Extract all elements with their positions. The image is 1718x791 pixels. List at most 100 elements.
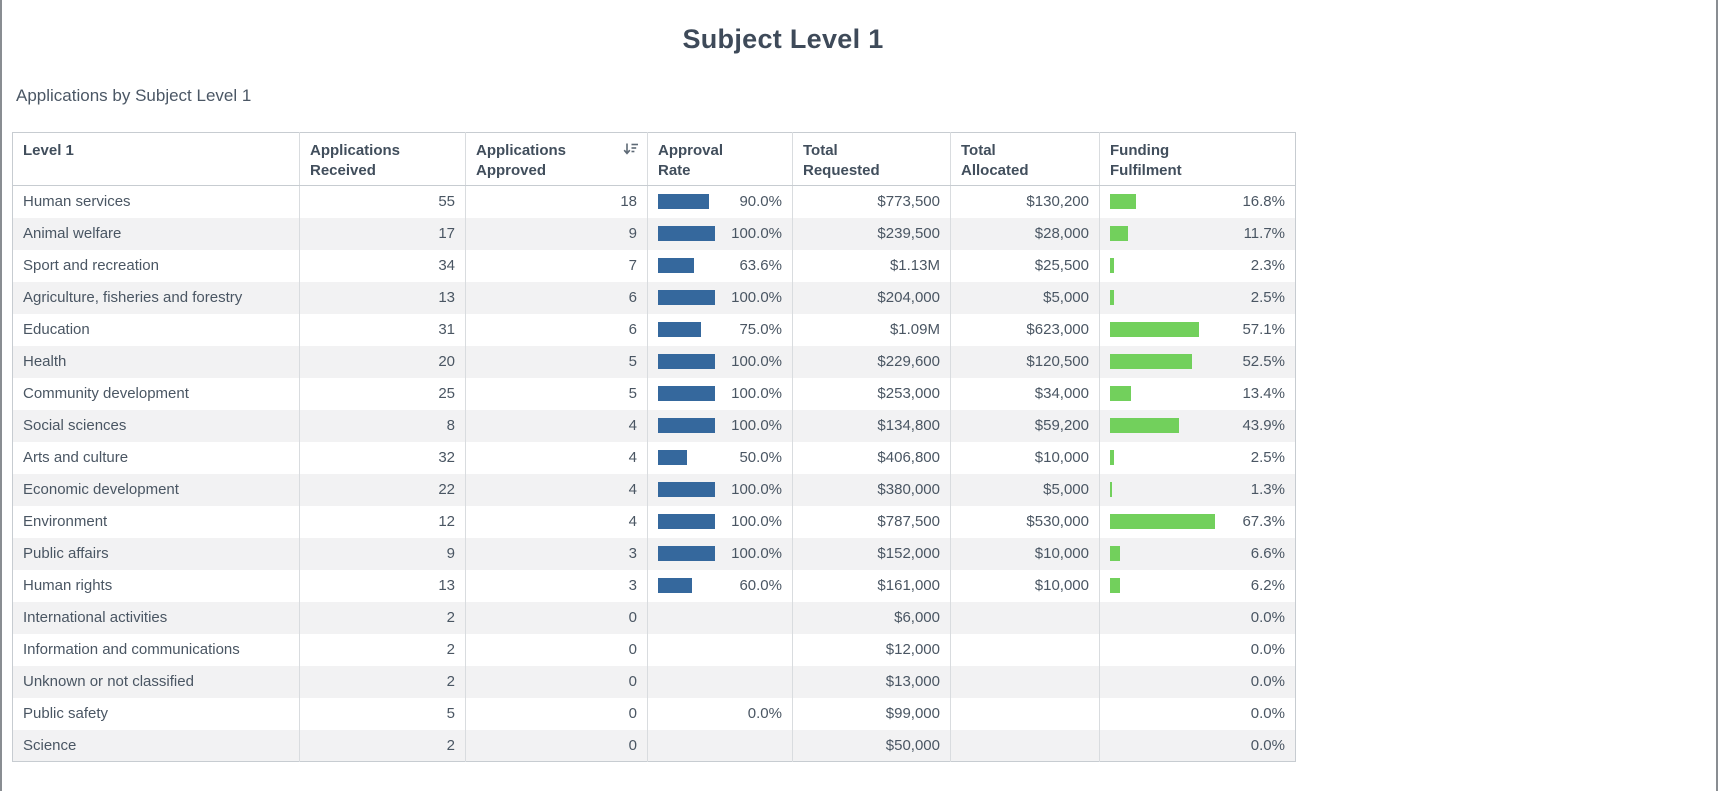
- fulfilment-value: 2.5%: [1250, 289, 1285, 306]
- column-header-level1[interactable]: Level 1: [12, 132, 300, 186]
- table-row: Animal welfare 17 9 100.0% $239,500 $28,000 11…: [12, 217, 1296, 250]
- cell-approval_rate: 100.0%: [647, 377, 793, 410]
- cell-approved: 4: [465, 409, 648, 442]
- cell-fulfilment: 13.4%: [1100, 378, 1296, 410]
- cell-fulfilment: 2.5%: [1099, 281, 1296, 314]
- cell-approved: 3: [465, 537, 648, 570]
- fulfilment-bar: [1110, 290, 1114, 305]
- cell-allocated: [950, 697, 1100, 730]
- column-header-label: Requested: [803, 162, 880, 179]
- cell-level1: Education: [12, 313, 300, 346]
- cell-requested: $152,000: [792, 537, 951, 570]
- cell-allocated: $5,000: [950, 473, 1100, 506]
- cell-level1: Agriculture, fisheries and forestry: [12, 281, 300, 314]
- table-row: Unknown or not classified 2 0 $13,000 0.0%: [12, 665, 1296, 698]
- cell-allocated: $10,000: [950, 537, 1100, 570]
- cell-allocated: [950, 633, 1100, 666]
- cell-level1: Public affairs: [12, 537, 300, 570]
- column-header-requested[interactable]: Total Requested: [792, 132, 951, 186]
- fulfilment-value: 0.0%: [1250, 673, 1285, 690]
- column-header-label: Total: [803, 142, 838, 159]
- cell-level1: Human services: [12, 185, 300, 218]
- column-header-label: Applications: [476, 142, 567, 159]
- column-header-label: Applications: [310, 142, 401, 159]
- column-header-approved[interactable]: Applications Approved: [465, 132, 648, 186]
- column-header-fulfilment[interactable]: Funding Fulfilment: [1099, 132, 1296, 186]
- cell-requested: $239,500: [792, 217, 951, 250]
- cell-requested: $380,000: [792, 473, 951, 506]
- cell-fulfilment: 1.3%: [1099, 473, 1296, 506]
- table-row: Public affairs 9 3 100.0% $152,000 $10,000 6.6…: [12, 537, 1296, 570]
- column-header-label: Rate: [658, 162, 691, 179]
- cell-fulfilment: 6.6%: [1099, 537, 1296, 570]
- fulfilment-bar: [1110, 482, 1112, 497]
- fulfilment-value: 6.2%: [1250, 577, 1285, 594]
- approval-rate-bar: [658, 386, 715, 401]
- fulfilment-bar: [1110, 450, 1114, 465]
- column-header-allocated[interactable]: Total Allocated: [950, 132, 1100, 186]
- cell-level1: Social sciences: [12, 409, 300, 442]
- fulfilment-value: 52.5%: [1242, 353, 1285, 370]
- cell-allocated: $10,000: [950, 569, 1100, 602]
- cell-allocated: $623,000: [950, 313, 1100, 346]
- cell-approval_rate: 100.0%: [647, 537, 793, 570]
- cell-approval_rate: 90.0%: [647, 185, 793, 218]
- title-bar: Subject Level 1: [2, 0, 1564, 55]
- approval-rate-value: 100.0%: [731, 481, 782, 498]
- cell-received: 31: [299, 313, 466, 346]
- cell-level1: Animal welfare: [12, 217, 300, 250]
- cell-fulfilment: 0.0%: [1100, 634, 1296, 666]
- fulfilment-value: 0.0%: [1250, 609, 1285, 626]
- fulfilment-value: 1.3%: [1250, 481, 1285, 498]
- fulfilment-bar: [1110, 418, 1179, 433]
- cell-requested: $1.09M: [792, 313, 951, 346]
- cell-approval_rate: [647, 729, 793, 762]
- cell-received: 13: [299, 281, 466, 314]
- approval-rate-value: 100.0%: [731, 417, 782, 434]
- cell-requested: $229,600: [792, 345, 951, 378]
- fulfilment-value: 0.0%: [1250, 736, 1285, 754]
- sort-descending-icon[interactable]: [623, 142, 639, 156]
- column-header-label: Funding: [1110, 142, 1170, 159]
- cell-level1: International activities: [12, 601, 300, 634]
- table-row: Science 2 0 $50,000 0.0%: [12, 729, 1296, 762]
- cell-allocated: $59,200: [950, 409, 1100, 442]
- cell-requested: $161,000: [792, 569, 951, 602]
- fulfilment-bar: [1110, 194, 1137, 210]
- approval-rate-value: 100.0%: [731, 289, 782, 306]
- approval-rate-value: 50.0%: [739, 449, 782, 466]
- cell-allocated: $530,000: [950, 505, 1100, 538]
- approval-rate-bar: [658, 322, 701, 337]
- cell-approved: 5: [465, 345, 648, 378]
- cell-allocated: $5,000: [950, 281, 1100, 314]
- table-row: Environment 12 4 100.0% $787,500 $530,000 67.3…: [12, 505, 1296, 538]
- cell-approval_rate: [647, 601, 793, 634]
- column-header-approval_rate[interactable]: Approval Rate: [647, 132, 793, 186]
- cell-approval_rate: 100.0%: [647, 345, 793, 378]
- cell-fulfilment: 2.5%: [1100, 442, 1296, 474]
- cell-allocated: $10,000: [950, 441, 1100, 474]
- column-header-received[interactable]: Applications Received: [299, 132, 466, 186]
- approval-rate-bar: [658, 578, 693, 593]
- approval-rate-value: 100.0%: [731, 545, 782, 562]
- cell-requested: $773,500: [792, 185, 951, 218]
- cell-received: 12: [299, 505, 466, 538]
- approval-rate-bar: [658, 194, 710, 210]
- approval-rate-bar: [658, 354, 715, 369]
- approval-rate-bar: [658, 290, 715, 305]
- cell-approved: 3: [465, 569, 648, 602]
- cell-fulfilment: 57.1%: [1100, 314, 1296, 346]
- cell-approved: 5: [465, 377, 648, 410]
- table-title: Applications by Subject Level 1: [16, 86, 252, 105]
- cell-allocated: $34,000: [950, 377, 1100, 410]
- cell-fulfilment: 11.7%: [1099, 217, 1296, 250]
- cell-level1: Environment: [12, 505, 300, 538]
- fulfilment-value: 13.4%: [1242, 385, 1285, 402]
- header-row: Level 1 Applications Received Applications A…: [12, 132, 1296, 186]
- approval-rate-value: 100.0%: [731, 353, 782, 370]
- cell-approval_rate: 100.0%: [647, 217, 793, 250]
- cell-approved: 0: [465, 697, 648, 730]
- cell-approved: 4: [465, 441, 648, 474]
- approval-rate-bar: [658, 546, 715, 561]
